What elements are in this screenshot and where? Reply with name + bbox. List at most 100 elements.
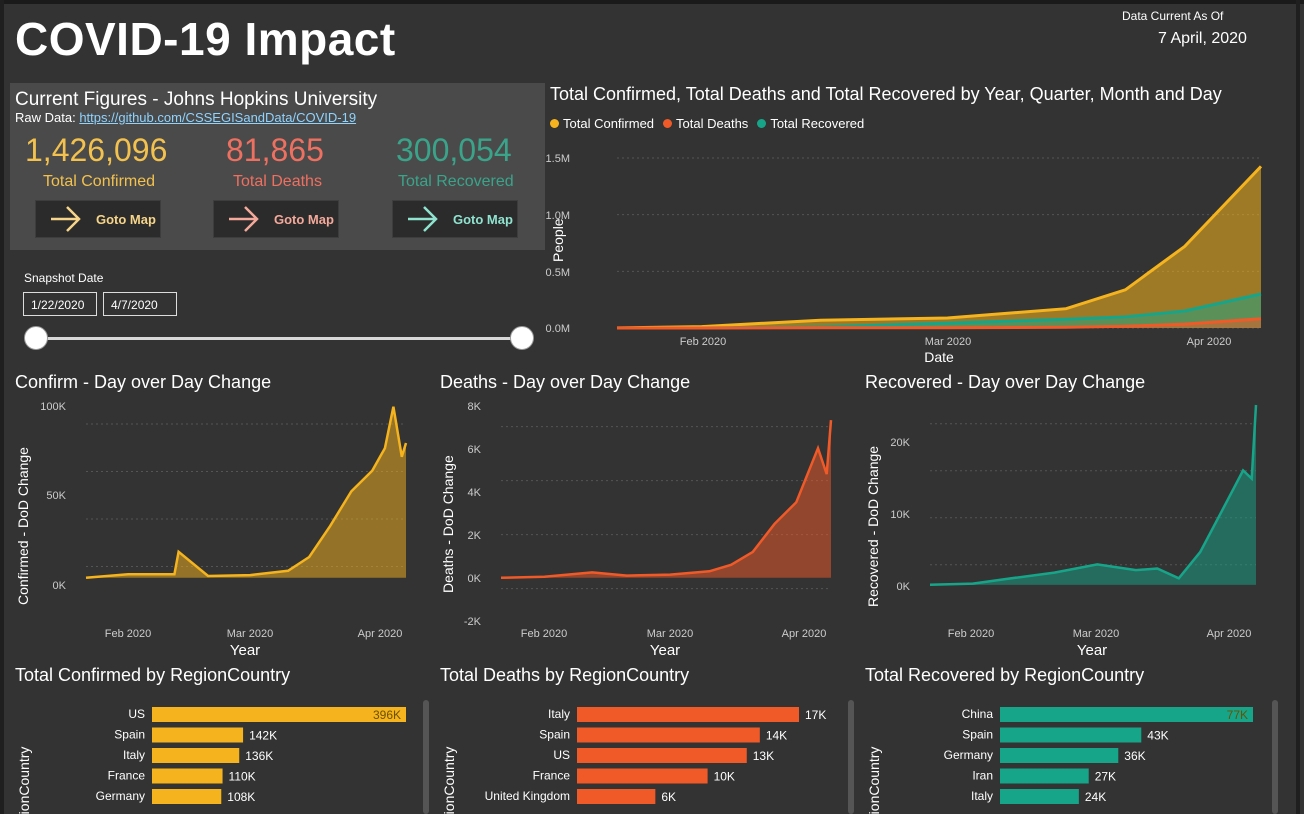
bar-value-label: 24K (1085, 790, 1106, 804)
bar-category-label: China (962, 707, 994, 721)
bar-category-label: Italy (123, 748, 145, 762)
dod-ytick: 2K (468, 530, 482, 542)
as-of-label: Data Current As Of (1122, 9, 1224, 23)
dod-ylabel: Confirmed - DoD Change (15, 447, 31, 605)
dod-xtick: Feb 2020 (948, 628, 994, 640)
dod-recovered-chart: Recovered - DoD Change 20K 10K 0K Feb 20… (865, 404, 1258, 659)
bar-value-label: 110K (229, 770, 256, 784)
bar-value-label: 27K (1095, 770, 1116, 784)
legend-item: Total Deaths (676, 116, 749, 131)
snapshot-start-input[interactable]: 1/22/2020 (23, 292, 97, 316)
goto-map-deaths-button[interactable]: Goto Map (213, 200, 339, 238)
date-slider-start-handle[interactable] (24, 326, 48, 350)
bar (1000, 707, 1253, 722)
bar (1000, 789, 1079, 804)
bar-category-label: Spain (114, 728, 145, 742)
dod-xtick: Mar 2020 (647, 628, 693, 640)
bar-deaths-chart: RegionCountry Italy 17K Spain 14K US 13K Franc… (441, 707, 826, 814)
goto-map-label: Goto Map (453, 211, 513, 227)
bar-confirmed-scrollbar[interactable] (423, 700, 429, 814)
bar-value-label: 6K (661, 790, 676, 804)
dod-ytick: 0K (897, 581, 911, 593)
dod-ytick: 8K (468, 401, 482, 413)
kpi-confirmed-value: 1,426,096 (25, 132, 168, 168)
bar (152, 789, 222, 804)
main-xtick: Mar 2020 (925, 336, 971, 348)
dod-ytick: 100K (40, 401, 66, 413)
goto-map-recovered-button[interactable]: Goto Map (392, 200, 518, 238)
main-xtick: Feb 2020 (680, 336, 726, 348)
raw-data-link[interactable]: https://github.com/CSSEGISandData/COVID-… (79, 110, 357, 125)
goto-map-confirmed-button[interactable]: Goto Map (35, 200, 161, 238)
dod-ylabel: Deaths - DoD Change (440, 455, 456, 593)
kpi-deaths-label: Total Deaths (233, 173, 322, 190)
main-chart-title: Total Confirmed, Total Deaths and Total … (550, 84, 1222, 104)
dod-confirm-chart: Confirmed - DoD Change 100K 50K 0K Feb 2… (15, 401, 408, 659)
kpi-deaths-value: 81,865 (226, 132, 324, 168)
bar-value-label: 142K (249, 729, 277, 743)
legend-dot (550, 119, 559, 128)
bar (577, 748, 747, 763)
snapshot-date-label: Snapshot Date (24, 271, 104, 285)
bar-value-label: 14K (766, 729, 787, 743)
raw-data-label: Raw Data: (15, 110, 76, 125)
arrow-right-icon (36, 200, 96, 238)
dod-area (86, 406, 406, 578)
series-line-0 (616, 165, 1263, 330)
bar (577, 789, 656, 804)
bar-value-label: 108K (227, 790, 255, 804)
dod-xtick: Apr 2020 (1207, 628, 1252, 640)
series-area-0 (617, 166, 1261, 328)
bar-confirmed-chart: RegionCountry US 396K Spain 142K Italy 136K Fr… (16, 707, 406, 814)
bar-deaths-scrollbar[interactable] (848, 700, 854, 814)
kpi-recovered-label: Total Recovered (398, 173, 514, 190)
kpi-confirmed-label: Total Confirmed (43, 173, 156, 190)
dod-line (500, 420, 833, 580)
main-chart-legend: Total Confirmed Total Deaths Total Recov… (550, 116, 864, 131)
bar (152, 768, 223, 784)
dod-ytick: 50K (46, 490, 66, 502)
raw-data-line: Raw Data: https://github.com/CSSEGISandD… (15, 110, 356, 125)
date-slider-track[interactable] (36, 337, 522, 340)
main-ytick: 1.5M (546, 153, 570, 165)
series-line-1 (617, 317, 1262, 330)
date-slider-end-handle[interactable] (510, 326, 534, 350)
arrow-right-icon (214, 200, 274, 238)
dod-xtick: Feb 2020 (105, 628, 151, 640)
bar (152, 707, 406, 722)
goto-map-label: Goto Map (274, 211, 334, 227)
window-top-border (0, 0, 1304, 4)
bar-value-label: 396K (373, 708, 401, 722)
bar-recovered-chart: RegionCountry China 77K Spain 43K Germany 36K… (866, 707, 1253, 814)
dod-line (929, 404, 1258, 587)
dod-xtick: Mar 2020 (1073, 628, 1119, 640)
dod-xtick: Apr 2020 (782, 628, 827, 640)
kpi-recovered-value: 300,054 (396, 132, 512, 168)
bar (152, 748, 240, 763)
bar (152, 727, 244, 743)
dod-ytick: 10K (890, 509, 910, 521)
goto-map-label: Goto Map (96, 211, 156, 227)
bar (1000, 768, 1089, 784)
bar-confirmed-title: Total Confirmed by RegionCountry (15, 665, 291, 685)
dod-xtick: Mar 2020 (227, 628, 273, 640)
bar (1000, 727, 1142, 743)
bar-ylabel: RegionCountry (441, 747, 457, 814)
bar-category-label: France (533, 769, 571, 783)
bar-value-label: 13K (753, 749, 774, 763)
bar-category-label: Germany (96, 789, 145, 803)
legend-dot (663, 119, 673, 128)
bar-ylabel: RegionCountry (866, 747, 882, 814)
dod-deaths-chart: Deaths - DoD Change 8K 6K 4K 2K 0K -2K F… (440, 401, 833, 659)
dod-xtick: Feb 2020 (521, 628, 567, 640)
bar-recovered-scrollbar[interactable] (1272, 700, 1278, 814)
bar-ylabel: RegionCountry (16, 747, 32, 814)
bar-category-label: Iran (972, 769, 993, 783)
dod-xtick: Apr 2020 (358, 628, 403, 640)
main-ytick: 1.0M (546, 210, 570, 222)
legend-item: Total Recovered (770, 116, 865, 131)
bar-category-label: US (128, 707, 145, 721)
bar (577, 707, 799, 722)
snapshot-end-input[interactable]: 4/7/2020 (103, 292, 177, 316)
